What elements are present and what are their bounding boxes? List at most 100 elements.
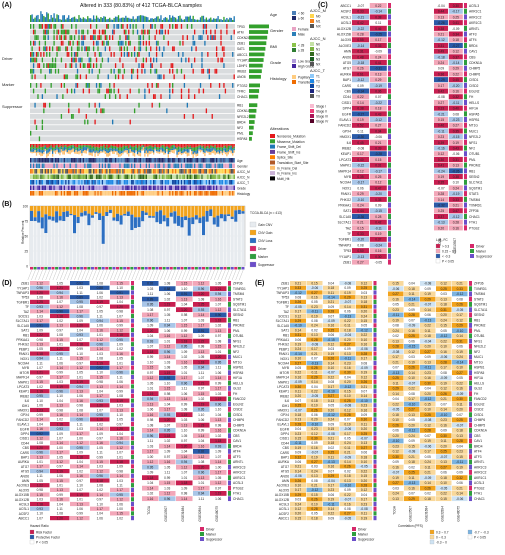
tmb-bar bbox=[84, 18, 85, 22]
mutation-cell bbox=[94, 30, 95, 35]
annotation-cell bbox=[168, 191, 169, 196]
annotation-cell bbox=[229, 169, 230, 174]
hr-value: 1.03 bbox=[97, 465, 103, 469]
spectrum-cell bbox=[113, 148, 114, 150]
corr-value: -0.09 bbox=[344, 455, 351, 459]
gene-type-strip bbox=[464, 3, 467, 8]
annotation-cell bbox=[169, 164, 170, 169]
corr-value: 0.26 bbox=[344, 465, 350, 469]
mutation-cell bbox=[159, 74, 160, 79]
annotation-cell bbox=[216, 169, 217, 174]
annotation-cell bbox=[116, 180, 117, 185]
hr-value: 1.13 bbox=[164, 397, 170, 401]
mutation-cell bbox=[187, 103, 188, 108]
hr-value: 1.06 bbox=[147, 408, 153, 412]
mutation-cell bbox=[49, 103, 50, 108]
legend-item: Driver bbox=[476, 245, 485, 249]
annotation-cell bbox=[124, 158, 125, 163]
hr-value: 1.12 bbox=[77, 441, 83, 445]
annotation-cell bbox=[94, 169, 95, 174]
mutation-cell bbox=[122, 41, 123, 46]
corr-value: 0.08 bbox=[344, 507, 350, 511]
gene-type-strip bbox=[228, 407, 231, 412]
annotation-cell bbox=[75, 180, 76, 185]
d-gene-label: LPCAT3 bbox=[17, 385, 29, 389]
corr-value: 0.07 bbox=[361, 390, 367, 394]
corr-value: 0.09 bbox=[328, 516, 334, 520]
mutation-cell bbox=[116, 24, 117, 29]
annotation-cell bbox=[97, 169, 98, 174]
d-column-label: GSE13507 bbox=[164, 506, 168, 522]
spectrum-cell bbox=[106, 145, 107, 149]
annotation-cell bbox=[206, 180, 207, 185]
tmb-bar bbox=[182, 20, 183, 22]
legend-item: 0.15 ~ 0.3 bbox=[442, 250, 456, 254]
gene-type-strip bbox=[41, 267, 44, 270]
gene-type-strip bbox=[464, 100, 467, 105]
e-gene-label: MAPK14 bbox=[276, 376, 289, 380]
spectrum-cell bbox=[86, 145, 87, 147]
annotation-cell bbox=[213, 191, 214, 196]
annotation-cell bbox=[112, 191, 113, 196]
hr-value: 1.08 bbox=[77, 408, 83, 412]
gene-type-strip bbox=[224, 267, 227, 270]
d-gene-label: CISD1 bbox=[20, 437, 30, 441]
annotation-cell bbox=[67, 180, 68, 185]
hr-value: 0.97 bbox=[181, 439, 187, 443]
annotation-cell bbox=[89, 158, 90, 163]
annotation-cell bbox=[195, 169, 196, 174]
corr-value: 0.21 bbox=[328, 437, 334, 441]
annotation-cell bbox=[83, 169, 84, 174]
corr-value: -0.10 bbox=[327, 390, 334, 394]
hr-value: 1.09 bbox=[97, 432, 103, 436]
spectrum-cell bbox=[231, 145, 232, 146]
c-right-gene-label: AKR1C2 bbox=[469, 15, 482, 19]
annotation-cell bbox=[223, 191, 224, 196]
spectrum-cell bbox=[87, 144, 88, 145]
c-right-gene-label: ZFP36 bbox=[469, 209, 479, 213]
annotation-cell bbox=[37, 180, 38, 185]
d-gene-label: MAPK14 bbox=[16, 376, 29, 380]
annotation-cell bbox=[37, 186, 38, 191]
annotation-cell bbox=[156, 191, 157, 196]
hr-value: 1.11 bbox=[97, 451, 103, 455]
spectrum-cell bbox=[184, 147, 185, 149]
annotation-cell bbox=[153, 180, 154, 185]
cnv-gain-bar bbox=[191, 206, 194, 217]
annotation-cell bbox=[116, 175, 117, 180]
fc-value: 0.33 bbox=[438, 107, 444, 111]
spectrum-cell bbox=[159, 144, 160, 148]
cnv-loss-bar bbox=[231, 217, 234, 220]
hr-value: 1.01 bbox=[147, 387, 153, 391]
legend-item: In_Frame_Del bbox=[277, 166, 297, 170]
annotation-cell bbox=[116, 186, 117, 191]
annotation-cell bbox=[36, 164, 37, 169]
mutation-cell bbox=[72, 58, 73, 63]
mutation-cell bbox=[181, 94, 182, 99]
annotation-cell bbox=[137, 191, 138, 196]
mutation-cell bbox=[96, 63, 97, 68]
spectrum-cell bbox=[154, 147, 155, 149]
mutation-cell bbox=[152, 83, 153, 88]
corr-value: -0.11 bbox=[344, 357, 351, 361]
annotation-cell bbox=[64, 169, 65, 174]
mutation-cell bbox=[45, 41, 46, 46]
hr-value: 1.05 bbox=[37, 479, 43, 483]
mutation-cell bbox=[62, 30, 63, 35]
hr-value: 0.94 bbox=[181, 460, 187, 464]
annotation-cell bbox=[147, 169, 148, 174]
corr-value: 0.22 bbox=[311, 390, 317, 394]
mutation-cell bbox=[43, 108, 44, 113]
gene-type-strip bbox=[220, 267, 223, 270]
mutation-cell bbox=[154, 35, 155, 40]
spectrum-cell bbox=[137, 144, 138, 147]
legend-swatch bbox=[310, 42, 314, 46]
annotation-cell bbox=[225, 175, 226, 180]
hr-value: 1.04 bbox=[57, 502, 63, 506]
mutation-cell bbox=[134, 46, 135, 51]
corr-value: 0.06 bbox=[295, 338, 301, 342]
hr-value: 1.20 bbox=[77, 324, 83, 328]
hr-value: 0.98 bbox=[77, 404, 83, 408]
cnv-loss-bar bbox=[148, 216, 151, 218]
mutation-cell bbox=[31, 46, 32, 51]
